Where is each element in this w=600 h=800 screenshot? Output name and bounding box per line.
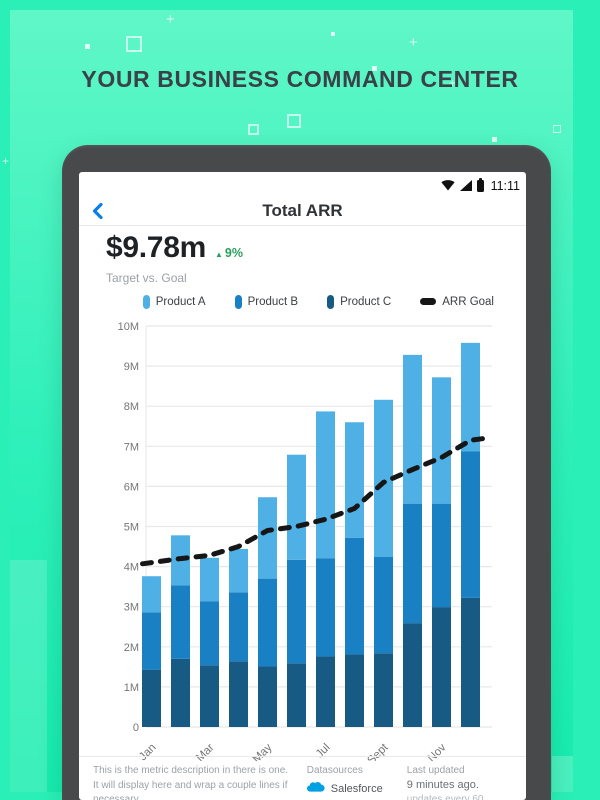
page-title: Total ARR bbox=[262, 201, 343, 220]
bar-segment bbox=[403, 623, 422, 727]
app-screen: 11:11 Total ARR $9.78m ▲ 9% Target vs. Go… bbox=[79, 172, 526, 800]
metric-delta: ▲ 9% bbox=[214, 246, 243, 260]
legend-swatch bbox=[420, 298, 437, 305]
bar-segment bbox=[374, 653, 393, 727]
bar-segment bbox=[287, 559, 306, 664]
arr-goal-line bbox=[140, 435, 491, 567]
bar-segment bbox=[374, 399, 393, 557]
metric-subtitle: Target vs. Goal bbox=[106, 271, 187, 285]
wifi-icon bbox=[440, 180, 455, 191]
legend-item-product-b: Product B bbox=[234, 294, 298, 309]
chevron-left-icon bbox=[92, 203, 103, 219]
datasources-block: Datasources Salesforce bbox=[306, 764, 393, 798]
status-bar: 11:11 bbox=[79, 172, 526, 199]
svg-text:3M: 3M bbox=[124, 602, 139, 614]
bar-segment bbox=[316, 656, 335, 727]
bar-segment bbox=[171, 658, 190, 727]
bar-segment bbox=[287, 663, 306, 727]
bar-segment bbox=[287, 454, 306, 560]
tablet-frame: 11:11 Total ARR $9.78m ▲ 9% Target vs. Go… bbox=[62, 145, 551, 800]
salesforce-cloud-icon bbox=[306, 780, 326, 798]
metric-block: $9.78m ▲ 9% Target vs. Goal bbox=[79, 226, 526, 286]
bar-segment bbox=[345, 654, 364, 727]
bar-segment bbox=[316, 411, 335, 559]
bar-segment bbox=[432, 503, 451, 608]
bar-segment bbox=[461, 451, 480, 598]
last-updated-label: Last updated bbox=[406, 765, 465, 776]
svg-text:2M: 2M bbox=[124, 642, 139, 654]
update-frequency: updates every 60 minutes bbox=[406, 794, 484, 800]
last-updated-value: 9 minutes ago. bbox=[406, 779, 479, 791]
svg-text:4M: 4M bbox=[124, 562, 139, 574]
legend-item-arr-goal: ARR Goal bbox=[420, 296, 494, 308]
screen-footer: This is the metric description in there … bbox=[79, 756, 526, 800]
metric-description: This is the metric description in there … bbox=[93, 765, 289, 800]
bar-segment bbox=[229, 661, 248, 727]
bar-segment bbox=[142, 612, 161, 670]
bar-segment bbox=[345, 422, 364, 538]
bar-segment bbox=[142, 669, 161, 727]
bar-segment bbox=[229, 548, 248, 593]
plus-icon: + bbox=[2, 154, 10, 168]
battery-icon bbox=[476, 177, 484, 192]
bar-segment bbox=[258, 666, 277, 727]
svg-text:6M: 6M bbox=[124, 481, 139, 493]
last-updated-block: Last updated 9 minutes ago. updates ever… bbox=[407, 764, 520, 800]
chart-legend: Product A Product B Product C ARR Goal bbox=[79, 294, 526, 309]
bar-segment bbox=[171, 585, 190, 659]
svg-text:5M: 5M bbox=[124, 522, 139, 534]
svg-text:10M: 10M bbox=[118, 321, 139, 333]
status-time: 11:11 bbox=[490, 178, 520, 193]
nav-bar: Total ARR bbox=[79, 199, 526, 226]
metric-value: $9.78m bbox=[106, 231, 206, 264]
svg-text:8M: 8M bbox=[124, 401, 139, 413]
bar-segment bbox=[258, 497, 277, 579]
bar-segment bbox=[432, 377, 451, 504]
hero-title: YOUR BUSINESS COMMAND CENTER bbox=[81, 66, 519, 92]
legend-swatch bbox=[234, 294, 242, 309]
svg-text:9M: 9M bbox=[124, 361, 139, 373]
svg-text:1M: 1M bbox=[124, 682, 139, 694]
chart-area: 0 1M 2M 3M 4M 5M 6M 7M 8M 9M 10M Jan Mar May Jul Sept No… bbox=[79, 311, 526, 761]
svg-text:0: 0 bbox=[133, 722, 139, 734]
bar-segment bbox=[432, 607, 451, 727]
legend-item-product-a: Product A bbox=[142, 294, 206, 309]
legend-swatch bbox=[142, 294, 150, 309]
bar-segment bbox=[258, 578, 277, 667]
legend-swatch bbox=[327, 294, 335, 309]
bar-segment bbox=[403, 503, 422, 624]
bar-segment bbox=[403, 354, 422, 504]
bar-segment bbox=[461, 597, 480, 727]
arrow-up-icon: ▲ bbox=[214, 250, 223, 259]
svg-text:7M: 7M bbox=[124, 441, 139, 453]
bar-segment bbox=[200, 557, 219, 602]
bar-segment bbox=[142, 576, 161, 613]
bar-segment bbox=[461, 342, 480, 452]
bar-segment bbox=[345, 537, 364, 655]
datasource-name: Salesforce bbox=[330, 783, 383, 795]
back-button[interactable] bbox=[87, 201, 107, 221]
bar-segment bbox=[316, 558, 335, 657]
bar-segment bbox=[374, 556, 393, 654]
legend-item-product-c: Product C bbox=[327, 294, 391, 309]
bar-segment bbox=[229, 592, 248, 662]
bar-segment bbox=[200, 601, 219, 666]
bar-segment bbox=[200, 665, 219, 727]
cell-signal-icon bbox=[459, 180, 472, 191]
datasources-label: Datasources bbox=[306, 765, 363, 776]
